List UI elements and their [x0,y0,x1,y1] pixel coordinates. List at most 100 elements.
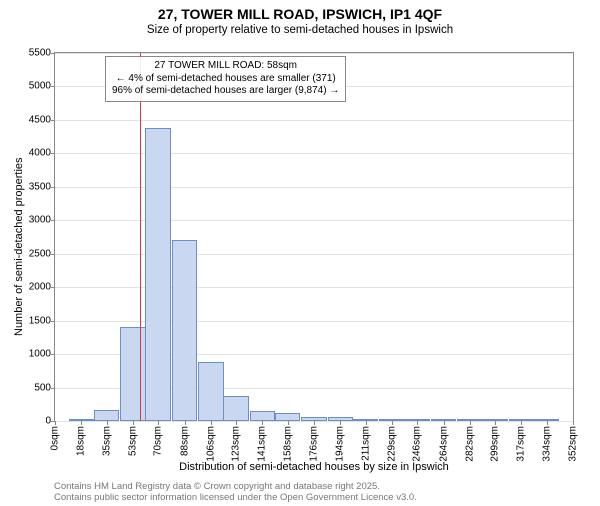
histogram-bar [379,419,404,421]
gridline [55,153,573,154]
footer-line: Contains public sector information licen… [54,492,417,503]
xtick-mark [417,421,418,425]
histogram-bar [534,419,559,421]
xtick-mark [366,421,367,425]
ytick-mark [51,53,55,54]
gridline [55,287,573,288]
ytick-label: 1000 [29,349,51,360]
histogram-bar [353,419,378,421]
annotation-line: 96% of semi-detached houses are larger (… [112,85,339,98]
page-title: 27, TOWER MILL ROAD, IPSWICH, IP1 4QF [0,6,600,22]
xtick-label: 246sqm [412,426,423,462]
histogram-bar [328,417,353,421]
ytick-label: 2000 [29,282,51,293]
xtick-label: 334sqm [541,426,552,462]
xtick-label: 282sqm [464,426,475,462]
xtick-label: 88sqm [179,426,190,456]
ytick-label: 2500 [29,248,51,259]
xtick-label: 53sqm [127,426,138,456]
ytick-mark [51,321,55,322]
ytick-label: 1500 [29,315,51,326]
xtick-mark [470,421,471,425]
histogram-bar [120,327,145,421]
histogram-bar [482,419,507,421]
xtick-label: 211sqm [360,426,371,461]
xtick-label: 264sqm [438,426,449,462]
xtick-mark [392,421,393,425]
histogram-bar [457,419,482,421]
xtick-label: 18sqm [76,426,87,456]
histogram-bar [145,128,170,421]
xtick-mark [55,421,56,425]
xtick-mark [495,421,496,425]
ytick-label: 0 [45,416,51,427]
histogram-bar [301,417,326,421]
xtick-label: 299sqm [490,426,501,462]
x-axis-title: Distribution of semi-detached houses by … [54,461,574,473]
ytick-label: 5000 [29,81,51,92]
gridline [55,254,573,255]
xtick-mark [211,421,212,425]
xtick-mark [236,421,237,425]
xtick-mark [185,421,186,425]
histogram-bar [250,411,275,421]
xtick-label: 123sqm [231,426,242,462]
xtick-label: 106sqm [205,426,216,462]
ytick-mark [51,287,55,288]
ytick-label: 5500 [29,48,51,59]
xtick-label: 141sqm [257,426,268,462]
xtick-label: 35sqm [101,426,112,456]
ytick-label: 4000 [29,148,51,159]
xtick-mark [81,421,82,425]
ytick-label: 500 [34,382,51,393]
ytick-mark [51,254,55,255]
ytick-label: 4500 [29,114,51,125]
gridline [55,220,573,221]
xtick-mark [133,421,134,425]
histogram-bar [223,396,248,421]
xtick-label: 0sqm [50,426,61,450]
ytick-label: 3500 [29,181,51,192]
xtick-label: 194sqm [335,426,346,462]
histogram-bar [69,419,94,421]
xtick-mark [158,421,159,425]
xtick-mark [262,421,263,425]
xtick-mark [444,421,445,425]
xtick-label: 70sqm [153,426,164,456]
histogram-bar [172,240,197,421]
xtick-label: 158sqm [282,426,293,462]
xtick-label: 317sqm [516,426,527,462]
xtick-mark [314,421,315,425]
gridline [55,187,573,188]
footer-attribution: Contains HM Land Registry data © Crown c… [54,481,417,504]
gridline [55,321,573,322]
ytick-mark [51,220,55,221]
chart-plot-area: 0500100015002000250030003500400045005000… [54,52,574,422]
gridline [55,120,573,121]
annotation-line: 27 TOWER MILL ROAD: 58sqm [112,60,339,73]
ytick-mark [51,120,55,121]
xtick-mark [573,421,574,425]
ytick-mark [51,187,55,188]
ytick-mark [51,354,55,355]
annotation-line: ← 4% of semi-detached houses are smaller… [112,73,339,86]
xtick-label: 176sqm [309,426,320,462]
xtick-label: 352sqm [568,426,579,462]
xtick-mark [521,421,522,425]
y-axis-title: Number of semi-detached properties [13,157,25,336]
histogram-bar [431,419,456,421]
histogram-bar [404,419,429,421]
page-subtitle: Size of property relative to semi-detach… [0,24,600,36]
histogram-bar [509,419,534,421]
ytick-mark [51,153,55,154]
histogram-bar [94,410,119,421]
xtick-mark [547,421,548,425]
gridline [55,53,573,54]
ytick-mark [51,388,55,389]
xtick-label: 229sqm [386,426,397,462]
ytick-mark [51,86,55,87]
xtick-mark [288,421,289,425]
footer-line: Contains HM Land Registry data © Crown c… [54,481,417,492]
xtick-mark [340,421,341,425]
xtick-mark [107,421,108,425]
